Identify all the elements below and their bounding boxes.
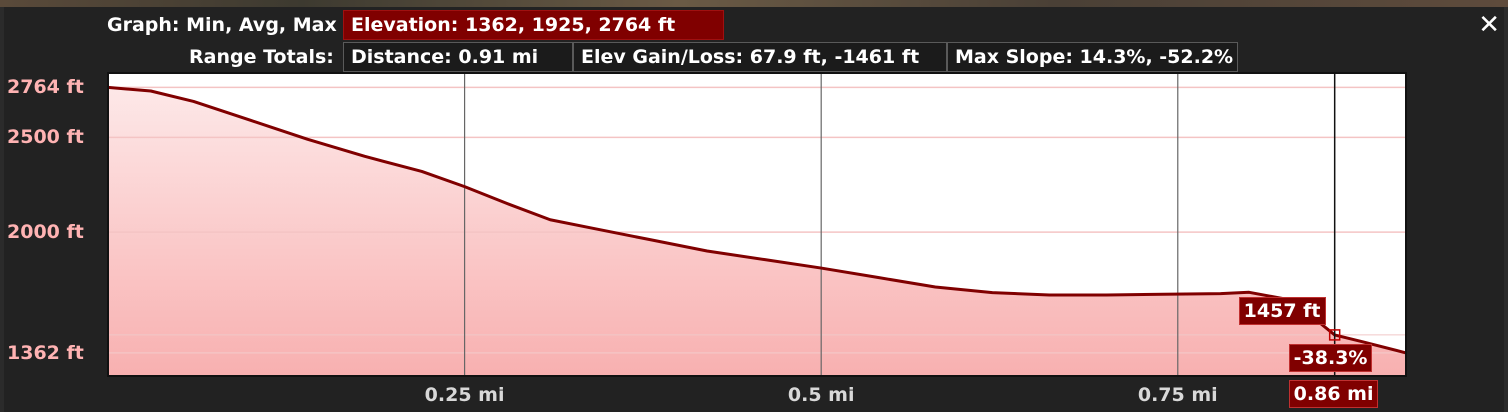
range-totals-label: Range Totals: <box>189 46 334 68</box>
map-background-strip <box>0 0 1508 7</box>
cursor-elevation-tag: 1457 ft <box>1238 296 1326 325</box>
y-tick-label: 2000 ft <box>7 221 84 244</box>
distance-text: Distance: 0.91 mi <box>351 46 539 68</box>
elev-gain-loss-box: Elev Gain/Loss: 67.9 ft, -1461 ft <box>573 42 947 72</box>
close-icon[interactable]: ✕ <box>1478 10 1500 40</box>
distance-box: Distance: 0.91 mi <box>343 42 573 72</box>
graph-stats-label: Graph: Min, Avg, Max <box>107 14 337 36</box>
y-tick-label: 1362 ft <box>7 341 84 364</box>
cursor-marker <box>1328 329 1341 341</box>
elevation-stats-box: Elevation: 1362, 1925, 2764 ft <box>343 10 724 40</box>
y-tick-label: 2500 ft <box>7 126 84 149</box>
x-tick-label: 0.5 mi <box>787 384 855 406</box>
x-tick-label: 0.25 mi <box>424 384 505 406</box>
y-tick-label: 2764 ft <box>7 76 84 99</box>
max-slope-text: Max Slope: 14.3%, -52.2% <box>955 46 1234 68</box>
max-slope-box: Max Slope: 14.3%, -52.2% <box>947 42 1238 72</box>
elevation-stats-text: Elevation: 1362, 1925, 2764 ft <box>351 14 676 36</box>
x-tick-label: 0.75 mi <box>1137 384 1218 406</box>
elev-gain-loss-text: Elev Gain/Loss: 67.9 ft, -1461 ft <box>581 46 920 68</box>
elevation-area <box>108 87 1406 376</box>
cursor-slope-tag: -38.3% <box>1288 344 1373 372</box>
plot-border <box>107 72 1407 377</box>
elevation-line <box>107 85 1407 355</box>
cursor-distance-tag: 0.86 mi <box>1288 380 1379 408</box>
